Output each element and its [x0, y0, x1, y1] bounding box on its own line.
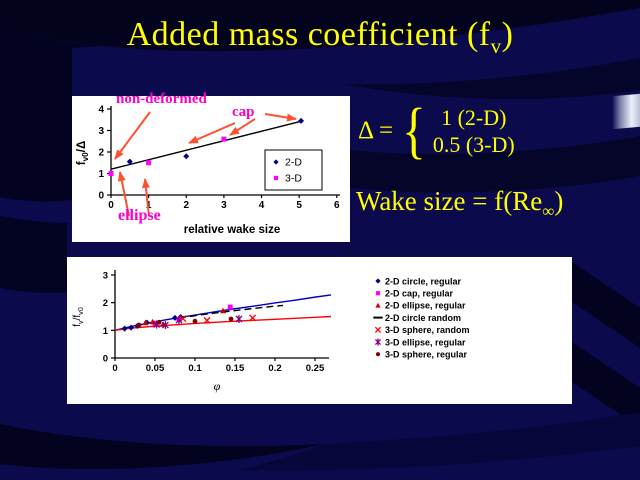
- svg-text:0: 0: [112, 363, 117, 374]
- svg-text:0: 0: [98, 191, 104, 202]
- svg-text:4: 4: [98, 105, 104, 116]
- delta-value-3d: 0.5 (3-D): [432, 132, 515, 157]
- svg-text:2: 2: [103, 298, 108, 309]
- slide-title-text: Added mass coefficient (f: [126, 16, 491, 53]
- svg-text:φ: φ: [214, 379, 221, 393]
- delta-formula: Δ = { 1 (2-D) 0.5 (3-D): [358, 96, 515, 166]
- svg-text:0: 0: [108, 200, 114, 211]
- wake-formula-subscript: ∞: [542, 201, 555, 221]
- slide-title: Added mass coefficient (fv): [0, 16, 640, 59]
- svg-text:3: 3: [221, 200, 227, 211]
- slide-title-subscript: v: [490, 33, 502, 58]
- svg-text:2-D ellipse, regular: 2-D ellipse, regular: [385, 301, 466, 311]
- chart-legend: 2-D circle, regular 2-D cap, regular 2-D e…: [373, 276, 470, 360]
- annotation-arrows: [114, 111, 297, 217]
- wake-formula-text: Wake size = f(Re: [356, 186, 543, 216]
- svg-text:relative wake size: relative wake size: [184, 224, 281, 236]
- wake-fraction-chart-plot: 0 0.05 0.1 0.15 0.2 0.25 0 1 2 3 φ fv/fv0 2-D circle…: [72, 270, 470, 393]
- svg-text:0.1: 0.1: [188, 363, 202, 374]
- svg-text:1: 1: [103, 326, 109, 337]
- delta-value-2d: 1 (2-D): [441, 105, 507, 130]
- svg-text:3-D sphere, regular: 3-D sphere, regular: [385, 350, 468, 360]
- svg-text:2: 2: [183, 200, 189, 211]
- delta-lhs: Δ =: [358, 117, 394, 144]
- svg-text:2-D circle, regular: 2-D circle, regular: [385, 276, 462, 286]
- chart-series-points: [108, 117, 305, 176]
- brace-symbol: {: [402, 97, 426, 165]
- svg-text:2-D: 2-D: [285, 156, 302, 168]
- wake-size-formula: Wake size = f(Re∞): [356, 186, 563, 221]
- svg-text:3: 3: [103, 270, 108, 281]
- added-mass-chart-plot: 012345601234relative wake sizefv0/Δ2-D3-…: [76, 105, 340, 236]
- svg-text:0.2: 0.2: [268, 363, 281, 374]
- svg-text:0.05: 0.05: [146, 363, 165, 374]
- slide-title-close: ): [501, 16, 514, 53]
- chart-axes: 0 0.05 0.1 0.15 0.2 0.25 0 1 2 3 φ fv/fv0: [72, 270, 329, 393]
- wake-fraction-chart: 0 0.05 0.1 0.15 0.2 0.25 0 1 2 3 φ fv/fv0 2-D circle…: [67, 257, 572, 404]
- svg-text:fv0/Δ: fv0/Δ: [76, 141, 90, 166]
- wake-formula-close: ): [554, 186, 564, 216]
- svg-text:3-D ellipse, regular: 3-D ellipse, regular: [385, 337, 466, 347]
- added-mass-chart: 012345601234relative wake sizefv0/Δ2-D3-…: [72, 91, 350, 242]
- chart-legend: 2-D3-D: [264, 149, 323, 191]
- svg-text:0.25: 0.25: [306, 363, 325, 374]
- svg-text:2-D cap, regular: 2-D cap, regular: [385, 289, 454, 299]
- annotation-non-deformed: non-deformed: [116, 91, 207, 107]
- svg-text:0: 0: [103, 354, 108, 365]
- chart-curves: [110, 120, 304, 170]
- svg-text:3: 3: [98, 126, 104, 137]
- delta-values: 1 (2-D) 0.5 (3-D): [433, 104, 515, 158]
- chart-series-points: [121, 304, 257, 332]
- svg-text:fv/fv0: fv/fv0: [72, 307, 85, 327]
- svg-text:3-D sphere, random: 3-D sphere, random: [385, 325, 470, 335]
- svg-text:3-D: 3-D: [285, 172, 302, 184]
- svg-text:6: 6: [334, 200, 340, 211]
- annotation-ellipse: ellipse: [118, 207, 161, 224]
- svg-text:4: 4: [259, 200, 265, 211]
- svg-text:5: 5: [296, 200, 302, 211]
- svg-text:2-D circle random: 2-D circle random: [385, 313, 461, 323]
- annotation-cap: cap: [232, 104, 255, 120]
- svg-text:2: 2: [98, 148, 104, 159]
- svg-text:0.15: 0.15: [226, 363, 245, 374]
- svg-text:1: 1: [98, 169, 104, 180]
- silver-ribbon-decoration: [612, 93, 640, 130]
